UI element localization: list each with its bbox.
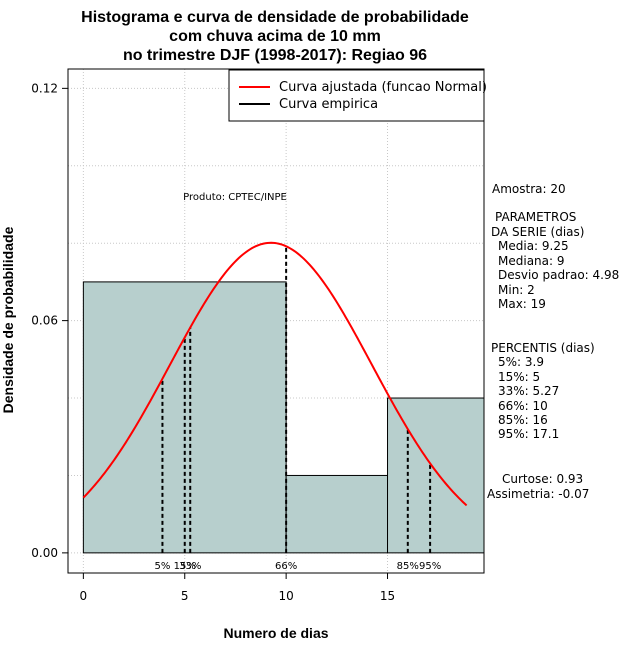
x-tick-label: 5 [181, 589, 189, 603]
percentile-label: 33% [179, 561, 201, 572]
sample-size: Amostra: 20 [492, 182, 566, 196]
fitted-normal-curve [82, 241, 468, 507]
x-tick-label: 15 [380, 589, 395, 603]
y-axis-label: Densidade de probabilidade [0, 226, 16, 413]
legend: Curva ajustada (funcao Normal) Curva emp… [228, 69, 487, 122]
chart-title-line-1: Histograma e curva de densidade de proba… [81, 9, 469, 26]
stat-p5: 5%: 3.9 [498, 355, 544, 369]
stat-p66: 66%: 10 [498, 399, 548, 413]
percentile-label: 95% [419, 561, 441, 572]
params-title-2: DA SERIE (dias) [491, 225, 584, 239]
y-axis-ticks: 0.00 0.06 0.12 [31, 81, 68, 560]
product-label: Produto: CPTEC/INPE [183, 192, 287, 203]
percentile-lines: 5% 15%33% 66% 85% 95% [155, 246, 441, 572]
params-title-1: PARAMETROS [495, 210, 576, 224]
stat-p15: 15%: 5 [498, 370, 540, 384]
x-tick-label: 10 [278, 589, 293, 603]
chart-title-line-2: com chuva acima de 10 mm [169, 28, 381, 45]
percentile-label: 85% [397, 561, 419, 572]
percentile-label: 66% [275, 561, 297, 572]
histogram-bar [285, 474, 389, 554]
percentiles-title: PERCENTIS (dias) [491, 341, 595, 355]
legend-fit-label: Curva ajustada (funcao Normal) [279, 80, 487, 95]
stat-desvio: Desvio padrao: 4.98 [498, 268, 619, 282]
legend-empirical-label: Curva empirica [279, 97, 378, 112]
stat-max: Max: 19 [498, 297, 546, 311]
stat-assimetria: Assimetria: -0.07 [487, 487, 589, 501]
percentile-label: 5% [155, 561, 171, 572]
stat-curtose: Curtose: 0.93 [502, 472, 583, 486]
y-tick-label: 0.00 [31, 546, 58, 560]
stat-p85: 85%: 16 [498, 413, 548, 427]
x-axis-ticks: 0 5 10 15 [80, 573, 395, 603]
y-tick-label: 0.12 [31, 81, 58, 95]
stat-min: Min: 2 [498, 283, 535, 297]
stat-p33: 33%: 5.27 [498, 384, 559, 398]
x-tick-label: 0 [80, 589, 88, 603]
stat-p95: 95%: 17.1 [498, 427, 559, 441]
x-axis-label: Numero de dias [223, 625, 328, 641]
stats-panel: Amostra: 20 PARAMETROS DA SERIE (dias) M… [487, 182, 619, 501]
chart-title-line-3: no trimestre DJF (1998-2017): Regiao 96 [123, 47, 427, 64]
stat-media: Media: 9.25 [498, 239, 569, 253]
percentile-label: 15% [174, 561, 196, 572]
y-tick-label: 0.06 [31, 314, 58, 328]
stat-mediana: Mediana: 9 [498, 254, 565, 268]
